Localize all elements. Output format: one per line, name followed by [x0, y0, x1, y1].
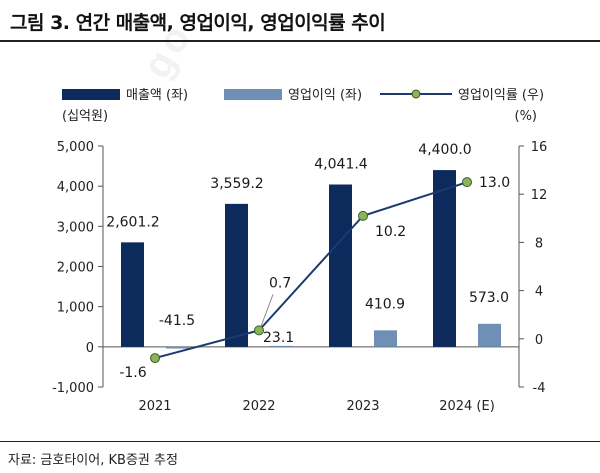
left-axis-tick-label: 2,000 [57, 261, 94, 276]
left-axis-unit: (십억원) [62, 109, 108, 124]
margin-line-series [150, 177, 472, 364]
margin-line [154, 181, 468, 360]
chart-title: 그림 3. 연간 매출액, 영업이익, 영업이익률 추이 [10, 12, 386, 34]
legend-swatch-revenue [62, 89, 120, 100]
x-axis-tick-label: 2022 [242, 399, 275, 414]
op-profit-value-label: 573.0 [469, 290, 509, 306]
revenue-value-label: 3,559.2 [210, 176, 263, 192]
right-axis-tick-label: 0 [535, 333, 543, 348]
margin-label-leader [260, 294, 274, 327]
x-axis-tick-label: 2024 (E) [439, 399, 495, 414]
margin-marker [462, 177, 472, 188]
bar-revenue [121, 242, 144, 347]
x-axis-tick-label: 2023 [346, 399, 379, 414]
bar-revenue [329, 184, 352, 347]
left-axis-tick-label: -1,000 [52, 381, 94, 396]
legend-marker-margin [411, 89, 421, 99]
op-profit-value-label: 23.1 [263, 330, 294, 346]
bar-op-profit [374, 330, 397, 347]
left-axis-tick-label: 1,000 [57, 301, 94, 316]
revenue-value-label: 4,400.0 [418, 142, 471, 158]
left-axis-tick-label: 4,000 [57, 180, 94, 195]
bar-op-profit [166, 346, 189, 349]
margin-value-label: -1.6 [119, 365, 146, 381]
footer-divider [0, 441, 600, 442]
left-axis-tick-label: 3,000 [57, 220, 94, 235]
legend-label-margin: 영업이익률 (우) [458, 88, 544, 103]
left-axis-tick-label: 5,000 [57, 140, 94, 155]
source-note: 자료: 금호타이어, KB증권 추정 [8, 453, 178, 468]
right-axis-tick-label: 12 [531, 188, 548, 203]
legend: 매출액 (좌) 영업이익 (좌) 영업이익률 (우) [62, 88, 544, 103]
margin-marker [150, 353, 160, 364]
right-axis-tick-label: -4 [533, 381, 546, 396]
x-axis-tick-label: 2021 [138, 399, 171, 414]
data-labels: 2,601.2 3,559.2 4,041.4 4,400.0 -41.5 23.1 410… [106, 142, 510, 381]
margin-marker [358, 210, 368, 221]
bar-op-profit [270, 345, 293, 347]
revenue-value-label: 4,041.4 [314, 157, 368, 173]
revenue-value-label: 2,601.2 [106, 214, 159, 230]
margin-value-label: 13.0 [479, 175, 510, 191]
bar-revenue [433, 170, 456, 347]
bar-op-profit [478, 323, 501, 347]
right-axis-tick-label: 16 [531, 140, 548, 155]
bars [121, 170, 501, 349]
right-axis-tick-label: 4 [535, 285, 543, 300]
title-divider [0, 40, 600, 42]
left-axis-tick-label: 0 [86, 341, 94, 356]
margin-value-label: 0.7 [269, 275, 291, 291]
op-profit-value-label: 410.9 [365, 296, 405, 312]
bar-revenue [225, 203, 248, 347]
margin-marker [254, 325, 264, 336]
margin-value-label: 10.2 [375, 224, 406, 240]
legend-label-op-profit: 영업이익 (좌) [288, 88, 362, 103]
right-axis-tick-label: 8 [535, 236, 543, 251]
op-profit-value-label: -41.5 [159, 313, 195, 329]
legend-label-revenue: 매출액 (좌) [126, 88, 188, 103]
legend-swatch-op-profit [224, 89, 282, 100]
right-axis-unit: (%) [515, 109, 538, 124]
